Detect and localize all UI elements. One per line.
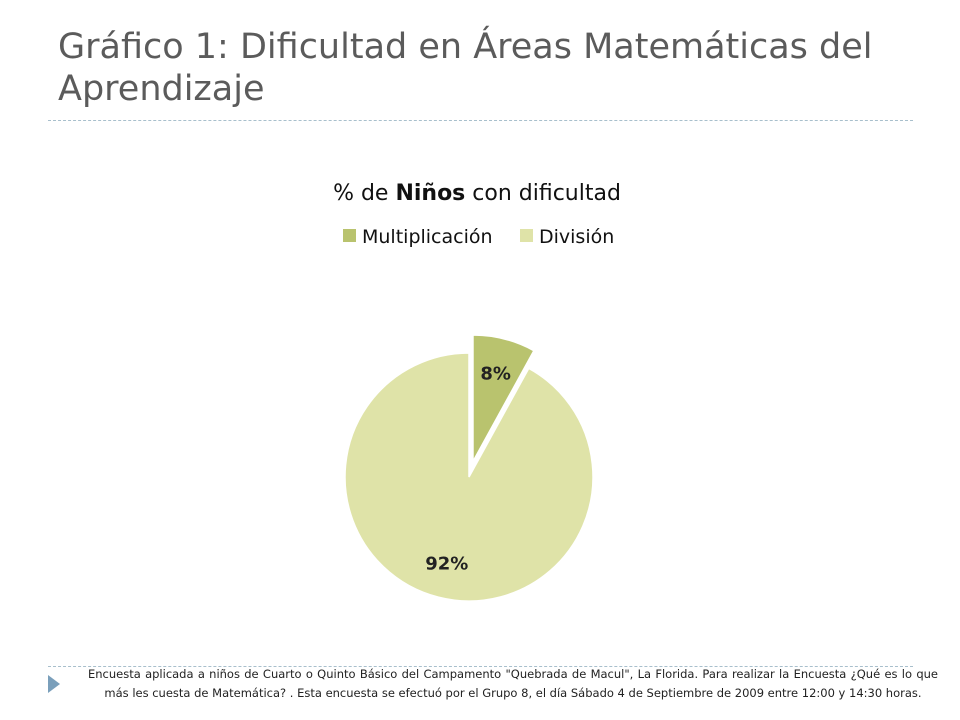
bullet-arrow-icon <box>48 675 60 693</box>
legend-swatch-multiplicacion <box>343 229 356 242</box>
legend-label-division: División <box>539 226 614 248</box>
legend-swatch-division <box>520 229 533 242</box>
legend-label-multiplicacion: Multiplicación <box>362 226 493 248</box>
footer-divider <box>48 666 913 667</box>
chart-title: % de Niños con dificultad <box>333 181 621 206</box>
slice-label-multiplicacion: 8% <box>480 363 511 384</box>
slice-label-division: 92% <box>425 553 468 574</box>
pie-slice-multiplicacion <box>472 334 535 462</box>
survey-footnote: Encuesta aplicada a niños de Cuarto o Qu… <box>88 667 938 700</box>
pie-slice-division <box>344 352 594 602</box>
pie-slices <box>344 334 594 602</box>
slide-title: Gráfico 1: Dificultad en Áreas Matemátic… <box>58 27 873 109</box>
chart-legend: Multiplicación División <box>343 226 614 248</box>
title-divider <box>48 120 913 121</box>
